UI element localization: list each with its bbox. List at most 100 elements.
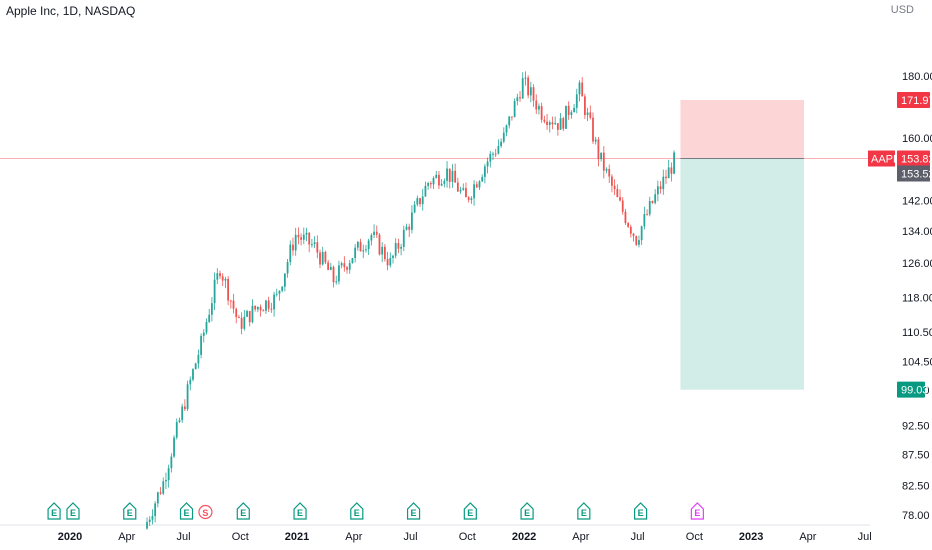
- candle-body: [200, 335, 202, 355]
- candle-body: [362, 250, 365, 252]
- candle-body: [435, 174, 438, 178]
- stop-loss-zone[interactable]: [680, 99, 804, 159]
- symbol-badge-text: AAPL: [871, 154, 899, 166]
- earnings-icon[interactable]: E: [350, 502, 364, 520]
- take-profit-zone[interactable]: [680, 158, 804, 390]
- candle-body: [159, 492, 162, 494]
- candle-body: [251, 305, 254, 323]
- candle-body: [462, 188, 465, 190]
- candle-body: [332, 266, 335, 283]
- candle-body: [408, 226, 411, 230]
- candle-body: [259, 306, 262, 311]
- candle-body: [400, 246, 402, 249]
- candle-body: [602, 152, 605, 171]
- earnings-icon[interactable]: E: [577, 502, 591, 520]
- candle-body: [154, 503, 157, 517]
- earnings-icon[interactable]: E: [634, 502, 648, 520]
- candle-body: [640, 226, 643, 241]
- candle-body: [162, 481, 165, 494]
- candle-body: [340, 263, 343, 266]
- earnings-icon[interactable]: E: [123, 502, 137, 520]
- stop-loss-badge-text: 171.97: [901, 95, 932, 107]
- candle-body: [151, 516, 154, 520]
- candle-body: [494, 153, 497, 155]
- candle-body: [289, 244, 292, 262]
- candle-body: [478, 181, 481, 188]
- candle-body: [232, 300, 235, 309]
- x-tick-label: 2021: [285, 531, 309, 543]
- candle-body: [651, 200, 654, 203]
- candle-body: [305, 232, 308, 235]
- candle-body: [356, 241, 359, 248]
- candle-body: [638, 240, 640, 245]
- candle-body: [338, 265, 340, 282]
- y-tick-label: 142.00: [902, 195, 932, 207]
- candle-body: [178, 420, 181, 422]
- candle-body: [283, 273, 286, 287]
- x-tick-label: Apr: [118, 531, 135, 543]
- candle-body: [481, 176, 484, 182]
- earnings-icon[interactable]: E: [406, 502, 421, 520]
- candle-body: [146, 521, 148, 529]
- candle-body: [583, 96, 586, 116]
- event-label: S: [202, 508, 208, 518]
- candle-body: [659, 186, 662, 190]
- candle-body: [254, 305, 257, 310]
- dividend-icon[interactable]: S: [198, 504, 213, 520]
- candle-body: [475, 184, 478, 188]
- upcoming-earnings-icon[interactable]: E: [690, 502, 704, 520]
- earnings-icon[interactable]: E: [236, 502, 250, 520]
- candle-body: [175, 421, 178, 438]
- candle-body: [240, 317, 243, 329]
- candle-body: [156, 492, 159, 504]
- candle-body: [183, 406, 186, 410]
- candle-body: [500, 141, 503, 147]
- candle-body: [521, 78, 524, 99]
- candle-body: [656, 186, 659, 195]
- candle-body: [313, 242, 316, 245]
- candle-body: [367, 240, 370, 250]
- earnings-icon[interactable]: E: [66, 502, 80, 520]
- earnings-icon[interactable]: E: [520, 502, 534, 520]
- candle-body: [294, 234, 297, 251]
- candle-body: [308, 232, 311, 245]
- candle-body: [465, 188, 467, 198]
- candle-body: [438, 174, 440, 186]
- candle-body: [324, 251, 327, 263]
- earnings-icon[interactable]: E: [463, 502, 477, 520]
- candle-body: [424, 185, 427, 197]
- candle-body: [208, 314, 211, 322]
- earnings-icon[interactable]: E: [293, 502, 307, 520]
- x-tick-label: Oct: [232, 531, 249, 543]
- x-tick-label: Jul: [858, 531, 872, 543]
- symbol-badge: [868, 150, 895, 167]
- position-zones[interactable]: [0, 99, 870, 390]
- x-axis[interactable]: 2020 Apr Jul Oct 2021 Apr Jul Oct 2022 Apr Jul Oct 2…: [58, 531, 872, 543]
- earnings-icon[interactable]: E: [47, 502, 61, 520]
- candle-body: [567, 105, 570, 116]
- y-axis[interactable]: 78.0082.5087.5092.5099.00104.50110.50118…: [902, 71, 932, 522]
- candle-body: [343, 263, 346, 268]
- y-tick-label: 104.50: [902, 356, 932, 368]
- candle-body: [562, 118, 565, 129]
- candle-body: [329, 266, 332, 270]
- candle-body: [319, 252, 321, 265]
- candle-body: [194, 363, 197, 370]
- candle-body: [538, 106, 540, 110]
- candle-body: [275, 293, 278, 295]
- candle-body: [535, 100, 538, 110]
- earnings-icon[interactable]: E: [179, 502, 194, 520]
- candle-body: [427, 183, 430, 186]
- price-badges: 171.97 99.03 AAPL 153.82 153.52: [868, 91, 932, 398]
- candle-body: [205, 321, 208, 333]
- candle-body: [624, 211, 627, 224]
- candle-body: [246, 311, 248, 317]
- candle-body: [448, 168, 451, 182]
- candle-body: [392, 255, 394, 258]
- candle-body: [616, 189, 619, 198]
- candle-body: [673, 152, 675, 174]
- candle-body: [540, 106, 543, 120]
- candle-body: [227, 278, 230, 301]
